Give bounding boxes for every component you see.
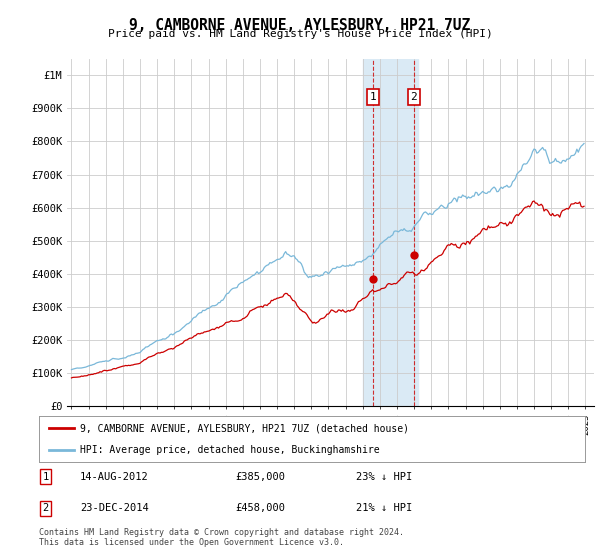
Text: 14-AUG-2012: 14-AUG-2012	[80, 472, 149, 482]
Text: £385,000: £385,000	[236, 472, 286, 482]
Text: 23-DEC-2014: 23-DEC-2014	[80, 503, 149, 514]
Text: 1: 1	[43, 472, 49, 482]
Text: £458,000: £458,000	[236, 503, 286, 514]
Text: 9, CAMBORNE AVENUE, AYLESBURY, HP21 7UZ (detached house): 9, CAMBORNE AVENUE, AYLESBURY, HP21 7UZ …	[80, 423, 409, 433]
Text: 21% ↓ HPI: 21% ↓ HPI	[356, 503, 412, 514]
Text: 2: 2	[410, 92, 417, 102]
Text: HPI: Average price, detached house, Buckinghamshire: HPI: Average price, detached house, Buck…	[80, 445, 380, 455]
Text: Contains HM Land Registry data © Crown copyright and database right 2024.
This d: Contains HM Land Registry data © Crown c…	[39, 528, 404, 547]
Text: 23% ↓ HPI: 23% ↓ HPI	[356, 472, 412, 482]
Text: Price paid vs. HM Land Registry's House Price Index (HPI): Price paid vs. HM Land Registry's House …	[107, 29, 493, 39]
Bar	[363, 59, 418, 406]
Text: 9, CAMBORNE AVENUE, AYLESBURY, HP21 7UZ: 9, CAMBORNE AVENUE, AYLESBURY, HP21 7UZ	[130, 18, 470, 33]
Text: 1: 1	[370, 92, 377, 102]
Text: 2: 2	[43, 503, 49, 514]
